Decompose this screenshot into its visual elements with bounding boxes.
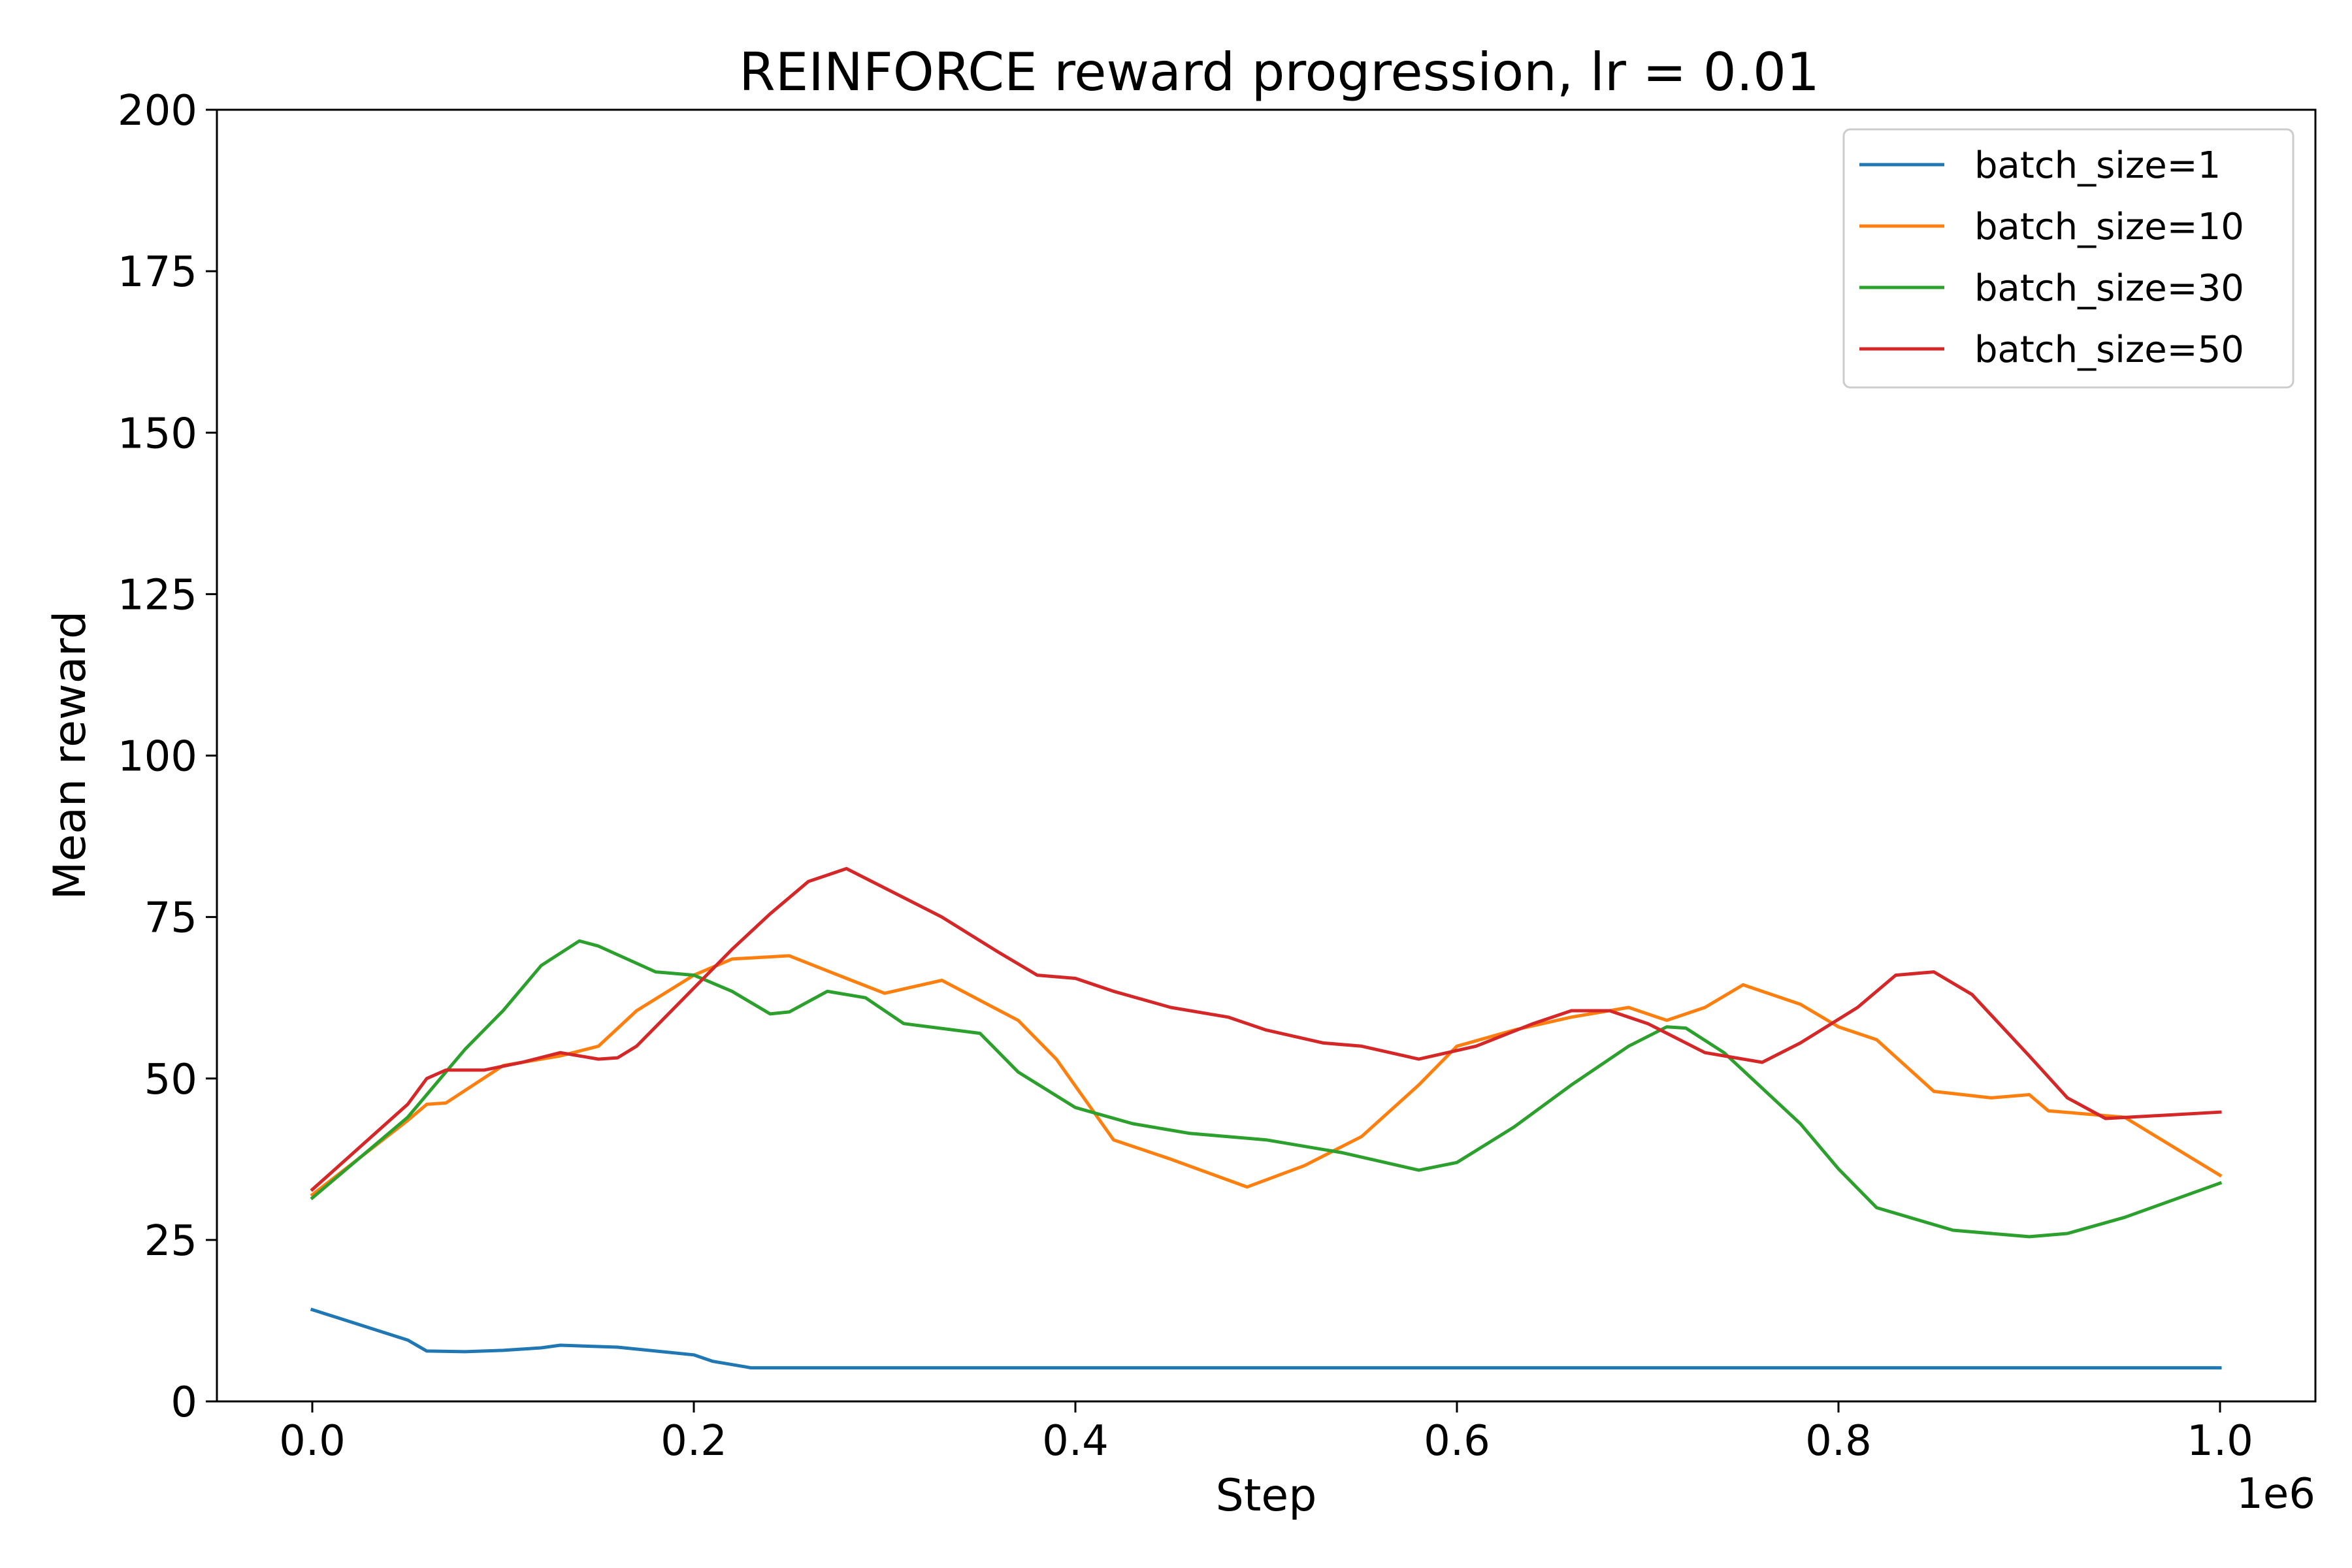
legend-box	[1842, 128, 2295, 389]
x-tick-label: 0.0	[279, 1417, 346, 1465]
series-line-2	[310, 954, 2223, 1198]
y-tick-label: 125	[118, 571, 197, 619]
legend-label-3: batch_size=30	[1974, 267, 2244, 310]
y-tick-label: 100	[118, 733, 197, 781]
legend: batch_size=1 batch_size=10 batch_size=30ba…	[1842, 128, 2295, 389]
series-line-3	[310, 939, 2223, 1239]
y-tick-label: 175	[118, 248, 197, 297]
x-tick-label: 0.4	[1042, 1417, 1109, 1465]
y-tick-label: 0	[171, 1379, 197, 1427]
chart-title: REINFORCE reward progression, lr = 0.01	[739, 42, 1820, 103]
y-tick-label: 50	[144, 1056, 197, 1104]
y-axis-label: Mean reward	[44, 611, 96, 900]
y-tick-label: 150	[118, 410, 197, 458]
legend-label-4: batch_size=50	[1974, 329, 2244, 371]
y-tick-label: 75	[144, 894, 197, 943]
legend-label-2: batch_size=10	[1974, 206, 2244, 248]
series-line-1	[310, 1307, 2222, 1370]
series-line-4	[310, 867, 2222, 1192]
y-tick-label: 200	[118, 87, 197, 135]
x-tick-label: 1.0	[2187, 1417, 2253, 1465]
x-tick-label: 0.6	[1424, 1417, 1490, 1465]
x-tick-label: 0.2	[661, 1417, 727, 1465]
x-axis-offset-label: 1e6	[2236, 1470, 2315, 1518]
y-tick-label: 25	[144, 1217, 197, 1266]
legend-label-1: batch_size=1	[1974, 144, 2221, 187]
x-axis-label: Step	[1216, 1470, 1317, 1522]
series-lines	[310, 867, 2223, 1370]
y-axis-ticks: 0 25 50 75 100 125 150 175 200	[118, 87, 217, 1427]
x-tick-label: 0.8	[1805, 1417, 1872, 1465]
x-axis-ticks: 0.0 0.2 0.4 0.6 0.8 1.0	[279, 1401, 2253, 1465]
